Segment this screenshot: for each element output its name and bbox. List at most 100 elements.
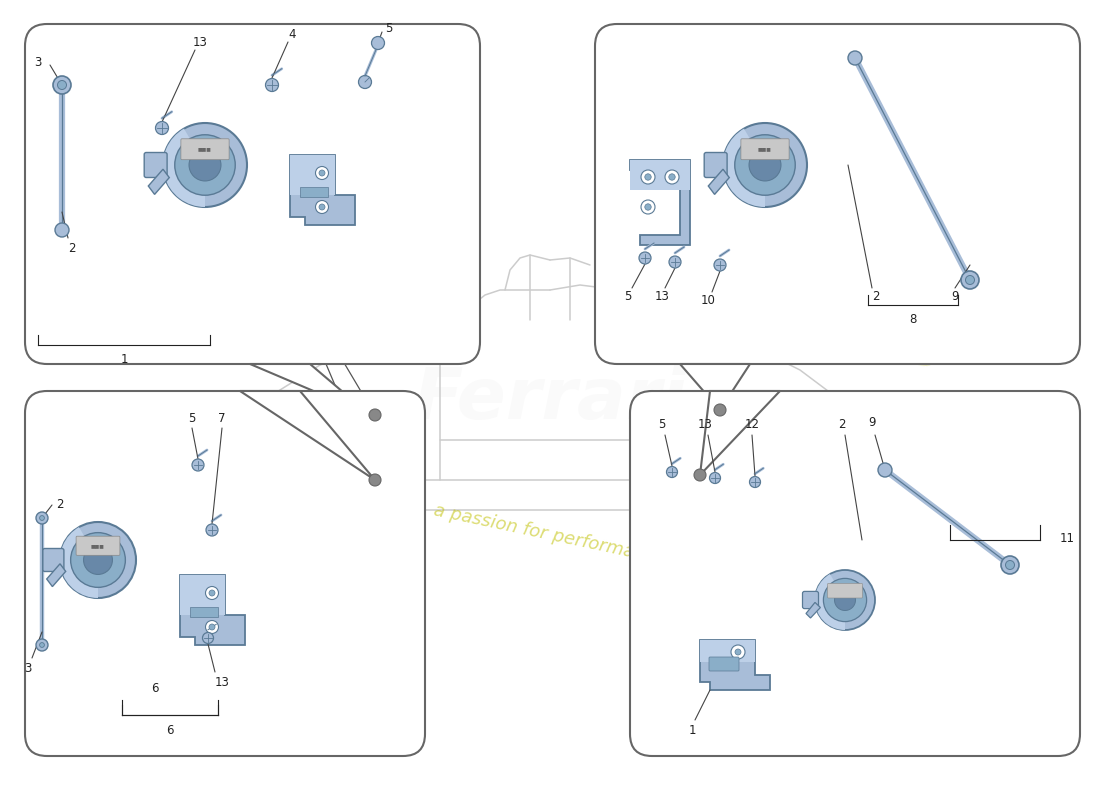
Polygon shape <box>290 155 336 195</box>
Circle shape <box>316 166 329 179</box>
Circle shape <box>645 204 651 210</box>
Text: 12: 12 <box>745 418 759 431</box>
Text: 13: 13 <box>654 290 670 303</box>
Wedge shape <box>815 574 845 630</box>
Circle shape <box>666 170 679 184</box>
Text: 10: 10 <box>701 294 715 307</box>
Circle shape <box>966 275 975 285</box>
FancyBboxPatch shape <box>630 391 1080 756</box>
Polygon shape <box>180 575 226 615</box>
Polygon shape <box>630 160 690 245</box>
Polygon shape <box>680 364 750 410</box>
Wedge shape <box>60 527 98 598</box>
Circle shape <box>645 174 651 180</box>
Text: 6: 6 <box>152 682 158 694</box>
Circle shape <box>319 170 324 176</box>
Text: 7: 7 <box>218 411 226 425</box>
Circle shape <box>961 271 979 289</box>
Circle shape <box>155 122 168 134</box>
Text: 5: 5 <box>658 418 666 431</box>
Circle shape <box>192 459 204 471</box>
Text: a passion for performance: a passion for performance <box>432 502 668 569</box>
Circle shape <box>669 256 681 268</box>
Polygon shape <box>290 155 355 225</box>
Circle shape <box>55 223 69 237</box>
FancyBboxPatch shape <box>25 24 480 364</box>
Text: 2: 2 <box>68 242 76 254</box>
Polygon shape <box>190 607 218 617</box>
Text: 6: 6 <box>166 723 174 737</box>
Polygon shape <box>700 640 770 690</box>
Text: 2: 2 <box>872 290 880 303</box>
Polygon shape <box>630 160 690 190</box>
Text: 13: 13 <box>697 418 713 431</box>
FancyBboxPatch shape <box>827 583 862 598</box>
Text: 1: 1 <box>689 723 695 737</box>
Text: ■■■: ■■■ <box>198 146 212 151</box>
Text: 2: 2 <box>56 498 64 511</box>
Text: 2: 2 <box>838 418 846 431</box>
Text: 13: 13 <box>214 675 230 689</box>
FancyBboxPatch shape <box>180 139 229 160</box>
Polygon shape <box>708 170 729 194</box>
Text: 3: 3 <box>34 55 42 69</box>
Circle shape <box>815 570 875 630</box>
FancyBboxPatch shape <box>803 591 818 609</box>
Circle shape <box>209 590 214 596</box>
Circle shape <box>189 149 221 181</box>
Polygon shape <box>46 564 66 586</box>
Circle shape <box>824 578 867 622</box>
Circle shape <box>669 174 675 180</box>
Text: 9: 9 <box>952 290 959 303</box>
Circle shape <box>265 78 278 91</box>
Circle shape <box>319 204 324 210</box>
Circle shape <box>732 645 745 659</box>
Circle shape <box>749 477 760 487</box>
Circle shape <box>40 642 44 647</box>
Polygon shape <box>700 391 780 475</box>
Circle shape <box>206 586 219 599</box>
Circle shape <box>36 512 48 524</box>
Circle shape <box>70 533 125 587</box>
Circle shape <box>714 259 726 271</box>
Text: 1: 1 <box>120 353 128 366</box>
Circle shape <box>1001 556 1019 574</box>
Polygon shape <box>250 364 370 415</box>
Polygon shape <box>180 575 245 645</box>
Circle shape <box>40 516 44 520</box>
Text: ■■■: ■■■ <box>91 543 104 548</box>
Text: ■■■: ■■■ <box>758 146 772 151</box>
Text: 1985: 1985 <box>815 311 945 379</box>
Circle shape <box>60 522 136 598</box>
Text: 5: 5 <box>385 22 393 34</box>
Text: 9: 9 <box>868 415 876 429</box>
Circle shape <box>372 37 385 50</box>
Circle shape <box>206 524 218 536</box>
Text: 13: 13 <box>192 35 208 49</box>
Circle shape <box>163 123 248 207</box>
Circle shape <box>316 201 329 214</box>
Text: 5: 5 <box>188 411 196 425</box>
FancyBboxPatch shape <box>76 536 120 555</box>
Circle shape <box>57 81 66 90</box>
Wedge shape <box>163 129 205 207</box>
Circle shape <box>84 546 112 574</box>
Circle shape <box>368 474 381 486</box>
FancyBboxPatch shape <box>43 549 64 571</box>
Circle shape <box>723 123 807 207</box>
Circle shape <box>735 649 741 655</box>
Circle shape <box>36 639 48 651</box>
Circle shape <box>202 633 213 643</box>
Text: 8: 8 <box>910 313 916 326</box>
FancyBboxPatch shape <box>595 24 1080 364</box>
Circle shape <box>1005 561 1014 570</box>
FancyBboxPatch shape <box>741 139 789 160</box>
Circle shape <box>641 200 654 214</box>
Circle shape <box>714 404 726 416</box>
Circle shape <box>639 252 651 264</box>
Text: 5: 5 <box>625 290 631 303</box>
Circle shape <box>368 409 381 421</box>
Polygon shape <box>240 391 375 480</box>
FancyBboxPatch shape <box>710 657 739 671</box>
Circle shape <box>667 466 678 478</box>
